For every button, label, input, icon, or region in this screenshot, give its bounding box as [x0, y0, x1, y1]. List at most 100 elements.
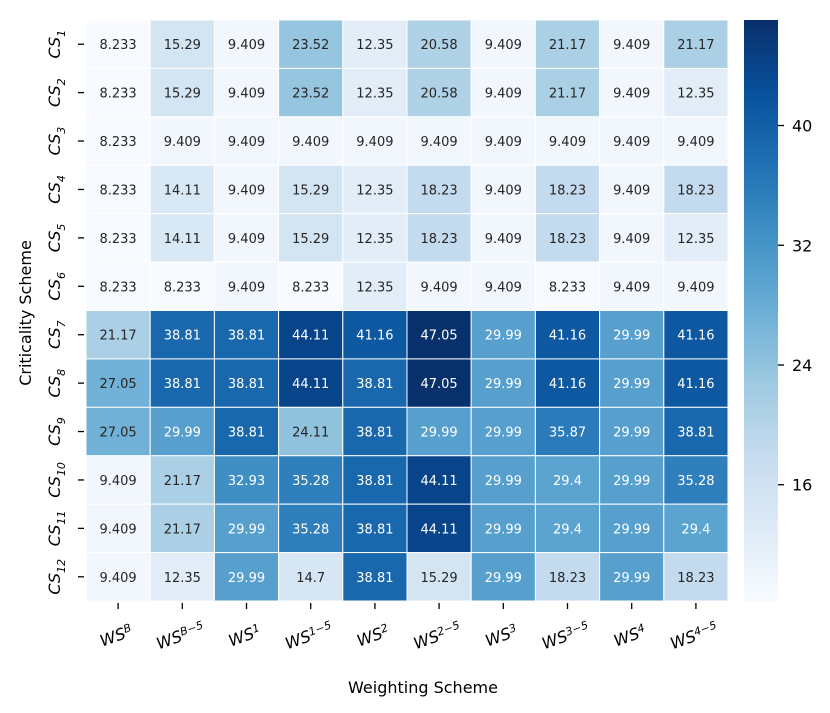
cell-value-label: 41.16 — [677, 377, 714, 392]
heatmap-cell — [599, 552, 665, 602]
heatmap-cell — [534, 552, 601, 602]
heatmap-cell — [599, 67, 665, 118]
colorbar-tick-label: 32 — [792, 236, 812, 255]
cell-value-label: 38.81 — [356, 377, 393, 392]
y-tick-label: CS11 — [45, 511, 68, 547]
heatmap-cell — [342, 503, 408, 554]
heatmap-cell — [85, 116, 151, 166]
heatmap-cell — [406, 552, 472, 602]
cell-value-label: 38.81 — [164, 329, 201, 344]
x-tick-label: WS3−5 — [539, 618, 592, 653]
cell-value-label: 24.11 — [292, 426, 329, 441]
cell-value-label: 12.35 — [677, 232, 714, 247]
y-axis-ticks: CS1 CS2 CS3 CS4 CS5 CS6 CS7 CS8 CS9 CS10 CS11 CS12 — [45, 30, 84, 595]
heatmap-cell — [470, 67, 536, 118]
heatmap-cell — [342, 455, 408, 505]
heatmap-cell — [149, 213, 215, 263]
cell-value-label: 29.99 — [164, 426, 201, 441]
x-tick-label: WSB−5 — [154, 618, 207, 653]
cell-value-label: 9.409 — [549, 135, 586, 150]
heatmap-cell — [599, 310, 665, 360]
heatmap-cell — [470, 213, 536, 263]
cell-value-label: 9.409 — [485, 232, 522, 247]
cell-value-label: 44.11 — [420, 522, 457, 537]
cell-value-label: 9.409 — [420, 280, 457, 295]
cell-value-label: 38.81 — [228, 426, 265, 441]
heatmap-cell — [599, 455, 665, 505]
heatmap-cell — [406, 455, 472, 505]
heatmap-cell — [406, 261, 472, 312]
cell-value-label: 14.7 — [296, 571, 325, 586]
heatmap-cell — [406, 310, 472, 360]
cell-value-label: 9.409 — [613, 87, 650, 102]
cell-value-label: 20.58 — [420, 38, 457, 53]
cell-value-label: 9.409 — [485, 280, 522, 295]
cell-value-label: 35.87 — [549, 426, 586, 441]
cell-value-label: 38.81 — [356, 474, 393, 489]
cell-value-label: 29.99 — [228, 522, 265, 537]
colorbar-tick-label: 24 — [792, 356, 812, 375]
heatmap-cell — [406, 67, 472, 118]
cell-value-label: 8.233 — [292, 280, 329, 295]
x-axis-title: Weighting Scheme — [348, 678, 498, 697]
cell-value-label: 29.4 — [553, 522, 582, 537]
cell-value-label: 21.17 — [549, 38, 586, 53]
cell-value-label: 15.29 — [420, 571, 457, 586]
cell-value-label: 29.99 — [420, 426, 457, 441]
cell-value-label: 38.81 — [356, 571, 393, 586]
heatmap-cell — [470, 116, 536, 166]
cell-value-label: 44.11 — [292, 377, 329, 392]
cell-value-label: 41.16 — [677, 329, 714, 344]
heatmap-cell — [599, 116, 665, 166]
heatmap-cell — [406, 358, 472, 408]
cell-value-label: 9.409 — [613, 135, 650, 150]
heatmap-cell — [599, 358, 665, 408]
heatmap-cell — [534, 67, 601, 118]
heatmap-cell — [213, 406, 280, 457]
cell-value-label: 12.35 — [356, 38, 393, 53]
cell-value-label: 9.409 — [99, 571, 136, 586]
y-axis-title: Criticality Scheme — [16, 240, 35, 386]
cell-value-label: 18.23 — [420, 232, 457, 247]
x-tick-label: WS3 — [483, 621, 520, 650]
cell-value-label: 27.05 — [99, 426, 136, 441]
cell-value-label: 9.409 — [485, 38, 522, 53]
cell-value-label: 47.05 — [420, 329, 457, 344]
cell-value-label: 29.99 — [485, 377, 522, 392]
cell-value-label: 29.4 — [681, 522, 710, 537]
heatmap-cell — [278, 406, 344, 457]
cell-value-label: 29.99 — [228, 571, 265, 586]
heatmap-cell — [85, 552, 151, 602]
x-tick-label: WS1 — [226, 621, 263, 650]
heatmap-cell — [149, 116, 215, 166]
cell-value-label: 18.23 — [677, 183, 714, 198]
heatmap-cell — [663, 116, 729, 166]
cell-value-label: 20.58 — [420, 87, 457, 102]
heatmap-cell — [85, 19, 151, 69]
colorbar-ticks: 16 24 32 40 — [778, 117, 812, 495]
heatmap-cell — [213, 261, 280, 312]
cell-value-label: 9.409 — [228, 232, 265, 247]
cell-value-label: 32.93 — [228, 474, 265, 489]
heatmap-cell — [534, 310, 601, 360]
heatmap-cell — [278, 503, 344, 554]
cell-value-label: 9.409 — [485, 87, 522, 102]
heatmap-cell — [85, 164, 151, 215]
heatmap-cell — [213, 503, 280, 554]
cell-value-label: 9.409 — [677, 135, 714, 150]
cell-value-label: 29.99 — [485, 571, 522, 586]
heatmap-cell — [278, 261, 344, 312]
cell-value-label: 8.233 — [549, 280, 586, 295]
cell-value-label: 9.409 — [164, 135, 201, 150]
heatmap-cell — [342, 552, 408, 602]
heatmap-cell — [470, 406, 536, 457]
heatmap-cell — [406, 213, 472, 263]
cell-value-label: 9.409 — [292, 135, 329, 150]
cell-value-label: 29.99 — [613, 377, 650, 392]
heatmap-cell — [599, 406, 665, 457]
heatmap-cell — [663, 455, 729, 505]
cell-value-label: 18.23 — [549, 183, 586, 198]
cell-value-label: 18.23 — [420, 183, 457, 198]
cell-value-label: 9.409 — [228, 280, 265, 295]
